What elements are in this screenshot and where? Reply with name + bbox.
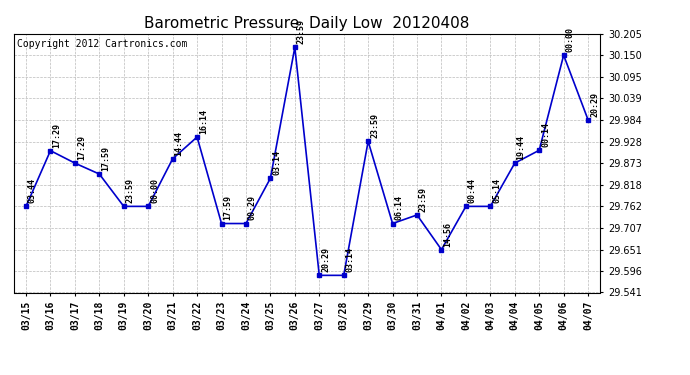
Text: 00:00: 00:00 bbox=[566, 27, 575, 52]
Text: 00:00: 00:00 bbox=[150, 178, 159, 203]
Text: 05:14: 05:14 bbox=[492, 178, 502, 203]
Text: 14:44: 14:44 bbox=[175, 131, 184, 156]
Text: 16:14: 16:14 bbox=[199, 109, 208, 134]
Text: 20:29: 20:29 bbox=[590, 92, 599, 117]
Text: 03:14: 03:14 bbox=[346, 247, 355, 272]
Text: 17:29: 17:29 bbox=[52, 123, 61, 147]
Text: 23:59: 23:59 bbox=[126, 178, 135, 203]
Text: 23:59: 23:59 bbox=[297, 19, 306, 44]
Text: 14:56: 14:56 bbox=[444, 222, 453, 246]
Text: 17:59: 17:59 bbox=[224, 195, 233, 220]
Text: 00:14: 00:14 bbox=[541, 122, 550, 147]
Text: 00:29: 00:29 bbox=[248, 195, 257, 220]
Text: Copyright 2012 Cartronics.com: Copyright 2012 Cartronics.com bbox=[17, 39, 187, 49]
Text: 23:59: 23:59 bbox=[419, 187, 428, 212]
Text: 23:59: 23:59 bbox=[370, 113, 379, 138]
Title: Barometric Pressure  Daily Low  20120408: Barometric Pressure Daily Low 20120408 bbox=[144, 16, 470, 31]
Text: 03:14: 03:14 bbox=[273, 150, 282, 175]
Text: 19:44: 19:44 bbox=[517, 135, 526, 160]
Text: 17:29: 17:29 bbox=[77, 135, 86, 160]
Text: 03:44: 03:44 bbox=[28, 178, 37, 203]
Text: 17:59: 17:59 bbox=[101, 146, 110, 171]
Text: 06:14: 06:14 bbox=[395, 195, 404, 220]
Text: 00:44: 00:44 bbox=[468, 178, 477, 203]
Text: 20:29: 20:29 bbox=[322, 247, 331, 272]
